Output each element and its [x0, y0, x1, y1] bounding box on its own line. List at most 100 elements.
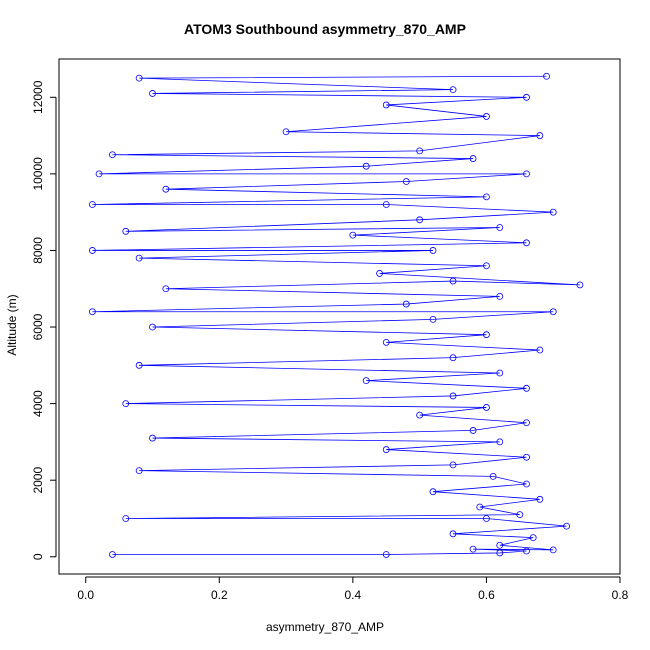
data-point: [88, 308, 96, 316]
data-point: [162, 285, 170, 293]
data-point: [549, 546, 557, 554]
data-point: [469, 155, 477, 162]
y-tick-label: 10000: [31, 157, 45, 191]
data-point: [135, 74, 143, 82]
y-tick-label: 12000: [31, 80, 45, 114]
data-point: [88, 201, 96, 208]
data-point: [88, 247, 96, 254]
data-point: [483, 515, 490, 522]
x-tick-label: 0.6: [478, 588, 495, 602]
y-tick-label: 8000: [31, 237, 45, 264]
y-axis-label: Altitude (m): [5, 294, 19, 356]
data-point: [122, 400, 130, 408]
data-point: [483, 404, 490, 411]
data-point: [549, 208, 557, 216]
data-point: [529, 534, 537, 542]
data-point: [536, 495, 544, 503]
y-tick-label: 6000: [31, 313, 45, 340]
data-point: [523, 547, 530, 555]
data-point: [149, 323, 156, 331]
data-point: [416, 411, 424, 419]
data-point: [523, 419, 530, 427]
data-point: [162, 185, 170, 193]
data-point: [476, 503, 484, 511]
data-point: [523, 170, 530, 178]
y-tick-label: 2000: [31, 467, 45, 494]
series-layer: [88, 72, 584, 558]
data-point: [469, 545, 477, 553]
data-point: [402, 178, 410, 185]
data-point: [483, 262, 490, 270]
data-point: [496, 224, 504, 231]
y-tick-label: 4000: [31, 390, 45, 417]
x-tick-label: 0.8: [612, 588, 629, 602]
data-point: [95, 170, 103, 178]
data-point: [109, 551, 116, 558]
data-point: [382, 101, 390, 109]
series-line: [92, 75, 580, 555]
y-axis: 0 2000 4000 6000 8000 10000 12000: [31, 80, 57, 560]
data-point: [483, 193, 490, 201]
data-point: [536, 346, 544, 354]
data-point: [576, 281, 584, 289]
data-point: [382, 201, 390, 208]
chart-title: ATOM3 Southbound asymmetry_870_AMP: [184, 21, 466, 37]
data-point: [449, 277, 457, 285]
data-point: [523, 239, 530, 247]
data-point: [429, 488, 437, 496]
data-point: [523, 480, 530, 488]
data-point: [536, 132, 544, 139]
data-point: [416, 147, 424, 155]
data-point: [523, 384, 530, 392]
data-point: [376, 270, 383, 277]
data-point: [122, 227, 130, 235]
data-point: [549, 308, 557, 316]
data-point: [402, 300, 410, 308]
data-point: [449, 392, 457, 400]
data-point: [362, 377, 370, 385]
x-axis-label: asymmetry_870_AMP: [265, 620, 385, 634]
data-point: [382, 338, 390, 346]
data-point: [449, 530, 457, 538]
data-point: [429, 247, 437, 254]
data-point: [149, 90, 156, 97]
data-point: [362, 162, 370, 170]
data-point: [563, 522, 570, 530]
data-point: [449, 86, 457, 94]
data-point: [523, 453, 530, 461]
x-tick-label: 0.2: [211, 588, 228, 602]
y-tick-label: 0: [31, 553, 45, 560]
plot-box: [58, 58, 621, 575]
data-point: [496, 292, 504, 300]
data-point: [135, 254, 143, 262]
data-point: [483, 113, 490, 120]
data-point: [523, 93, 530, 101]
x-axis: 0.0 0.2 0.4 0.6 0.8: [77, 576, 629, 602]
data-point: [496, 369, 504, 377]
data-point: [483, 331, 490, 339]
data-point: [282, 128, 290, 136]
data-point: [449, 354, 457, 362]
data-point: [416, 216, 424, 224]
data-point: [496, 541, 504, 549]
data-point: [543, 72, 550, 80]
data-point: [496, 438, 504, 446]
x-tick-label: 0.0: [77, 588, 94, 602]
data-point: [122, 515, 130, 522]
data-point: [109, 151, 116, 159]
data-point: [489, 472, 497, 480]
data-point: [135, 361, 143, 369]
data-point: [349, 231, 357, 239]
data-point: [469, 427, 477, 434]
data-point: [429, 315, 437, 323]
data-point: [382, 446, 390, 453]
data-point: [149, 434, 156, 442]
data-point: [496, 549, 504, 557]
x-tick-label: 0.4: [345, 588, 362, 602]
data-point: [135, 467, 143, 475]
data-point: [449, 461, 457, 469]
data-point: [382, 551, 390, 558]
data-point: [516, 511, 524, 519]
